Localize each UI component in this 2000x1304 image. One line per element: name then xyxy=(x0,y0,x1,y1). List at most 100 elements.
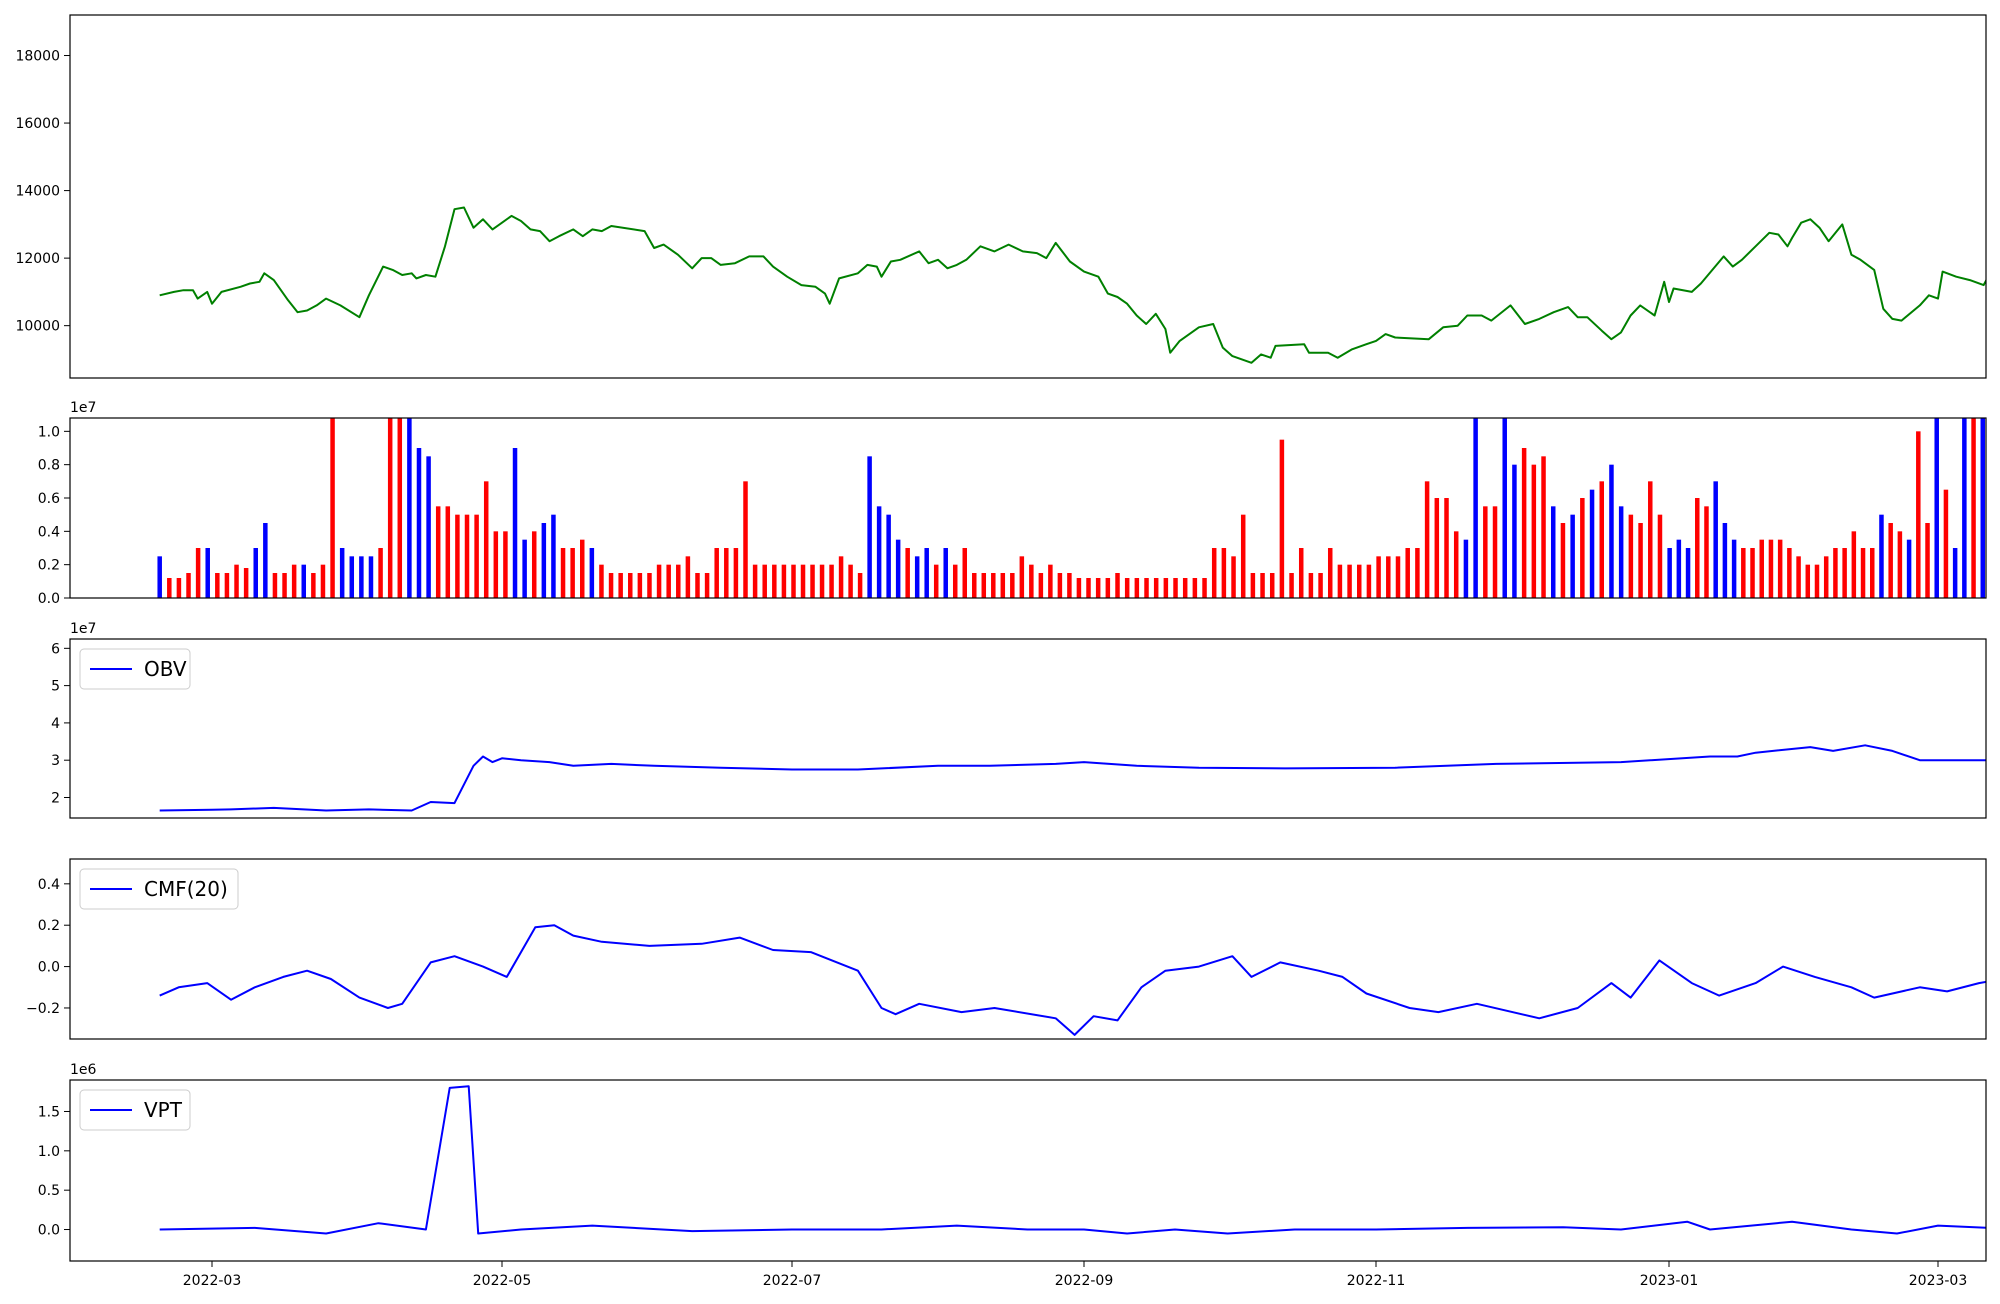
volume-bar xyxy=(1048,564,1053,598)
volume-bar xyxy=(531,531,537,598)
volume-bar xyxy=(733,548,739,598)
volume-bar xyxy=(1038,573,1044,598)
volume-y-tick-label: 0.2 xyxy=(38,558,60,574)
vpt-series-line xyxy=(159,1085,1986,1235)
volume-bar xyxy=(1521,448,1527,598)
volume-bar xyxy=(1860,548,1866,598)
volume-bar xyxy=(1250,573,1256,598)
vpt-legend: VPT xyxy=(79,1089,191,1131)
volume-bar xyxy=(1599,481,1605,598)
x-tick-label: 2022-03 xyxy=(183,1273,242,1289)
volume-bar xyxy=(1560,523,1566,598)
volume-bar xyxy=(1202,578,1207,598)
volume-bar xyxy=(1163,578,1169,598)
obv-offset-label: 1e7 xyxy=(70,621,96,637)
volume-bar xyxy=(991,573,996,598)
vpt-y-tick-label: 0.0 xyxy=(38,1223,60,1239)
volume-bar xyxy=(589,548,595,598)
volume-bar xyxy=(1289,573,1294,598)
cmf-series-line xyxy=(159,924,1986,1036)
volume-bar xyxy=(474,514,479,598)
volume-bar xyxy=(829,564,834,598)
volume-bar xyxy=(914,556,920,598)
volume-bar xyxy=(952,564,958,598)
volume-bar xyxy=(1759,539,1764,598)
x-tick-label: 2022-09 xyxy=(1055,1273,1114,1289)
volume-bar xyxy=(1029,564,1034,598)
volume-bar xyxy=(1897,531,1903,598)
vpt-y-tick-label: 0.5 xyxy=(38,1183,60,1199)
cmf-legend: CMF(20) xyxy=(79,868,239,910)
volume-bar xyxy=(1916,431,1921,598)
volume-bar xyxy=(541,523,547,598)
volume-bar xyxy=(1628,514,1634,598)
volume-bar xyxy=(215,573,220,598)
volume-bar xyxy=(1796,556,1801,598)
volume-bar xyxy=(1814,564,1820,598)
volume-bar xyxy=(1777,539,1783,598)
volume-bar xyxy=(1695,498,1700,598)
volume-bar xyxy=(1105,578,1111,598)
volume-bar xyxy=(1434,498,1440,598)
volume-bar xyxy=(1240,514,1246,598)
volume-bar xyxy=(1453,531,1459,598)
volume-bar xyxy=(599,564,604,598)
volume-bar xyxy=(1192,578,1198,598)
volume-y-tick-label: 1.0 xyxy=(38,424,60,440)
volume-bar xyxy=(282,573,287,598)
volume-bar xyxy=(676,564,681,598)
volume-bar xyxy=(205,548,210,598)
volume-bar xyxy=(1279,439,1285,598)
volume-bar xyxy=(1173,578,1178,598)
vpt-offset-label: 1e6 xyxy=(70,1062,97,1078)
volume-bar xyxy=(1570,514,1575,598)
volume-bar xyxy=(791,564,796,598)
volume-bar xyxy=(1531,464,1537,598)
volume-bar xyxy=(349,556,355,598)
volume-bar xyxy=(1473,418,1478,598)
volume-bar xyxy=(1415,548,1420,598)
volume-bar xyxy=(666,564,671,598)
volume-bar xyxy=(339,548,345,598)
price-y-tick-label: 10000 xyxy=(15,319,60,335)
cmf-legend-box xyxy=(79,868,239,910)
volume-bar xyxy=(656,564,662,598)
vpt-legend-box xyxy=(79,1089,191,1131)
volume-bar xyxy=(1463,539,1469,598)
x-tick-label: 2023-01 xyxy=(1640,1273,1699,1289)
cmf-plot-area xyxy=(159,924,1986,1036)
volume-bar xyxy=(157,556,162,598)
volume-bar xyxy=(1502,418,1507,598)
volume-bar xyxy=(1962,418,1967,598)
obv-legend-label: OBV xyxy=(144,657,187,681)
volume-bar xyxy=(1405,548,1410,598)
volume-bar xyxy=(301,564,307,598)
obv-series-line xyxy=(159,744,1986,812)
volume-bar xyxy=(1685,548,1691,598)
volume-offset-label: 1e7 xyxy=(70,400,96,416)
cmf-y-tick-label: 0.2 xyxy=(38,918,60,934)
volume-bar xyxy=(397,418,403,598)
volume-bar xyxy=(1676,539,1682,598)
volume-bar xyxy=(933,564,939,598)
volume-y-tick-label: 0.8 xyxy=(38,458,60,474)
volume-bar xyxy=(243,568,249,598)
volume-bar xyxy=(1095,578,1101,598)
volume-bar xyxy=(464,514,470,598)
x-tick-label: 2022-07 xyxy=(763,1273,822,1289)
volume-bar xyxy=(579,539,585,598)
volume-bar xyxy=(752,564,758,598)
volume-bar xyxy=(1134,578,1140,598)
obv-y-tick-label: 6 xyxy=(51,641,60,657)
volume-bar xyxy=(1356,564,1362,598)
volume-bar xyxy=(435,506,441,598)
vpt-axes-frame xyxy=(69,1079,1987,1262)
volume-bar xyxy=(1851,531,1857,598)
volume-bar xyxy=(1144,578,1149,598)
volume-bar xyxy=(943,548,948,598)
volume-bar xyxy=(637,573,643,598)
volume-bar xyxy=(1823,556,1829,598)
price-y-tick-label: 12000 xyxy=(15,251,60,267)
volume-bar xyxy=(895,539,901,598)
